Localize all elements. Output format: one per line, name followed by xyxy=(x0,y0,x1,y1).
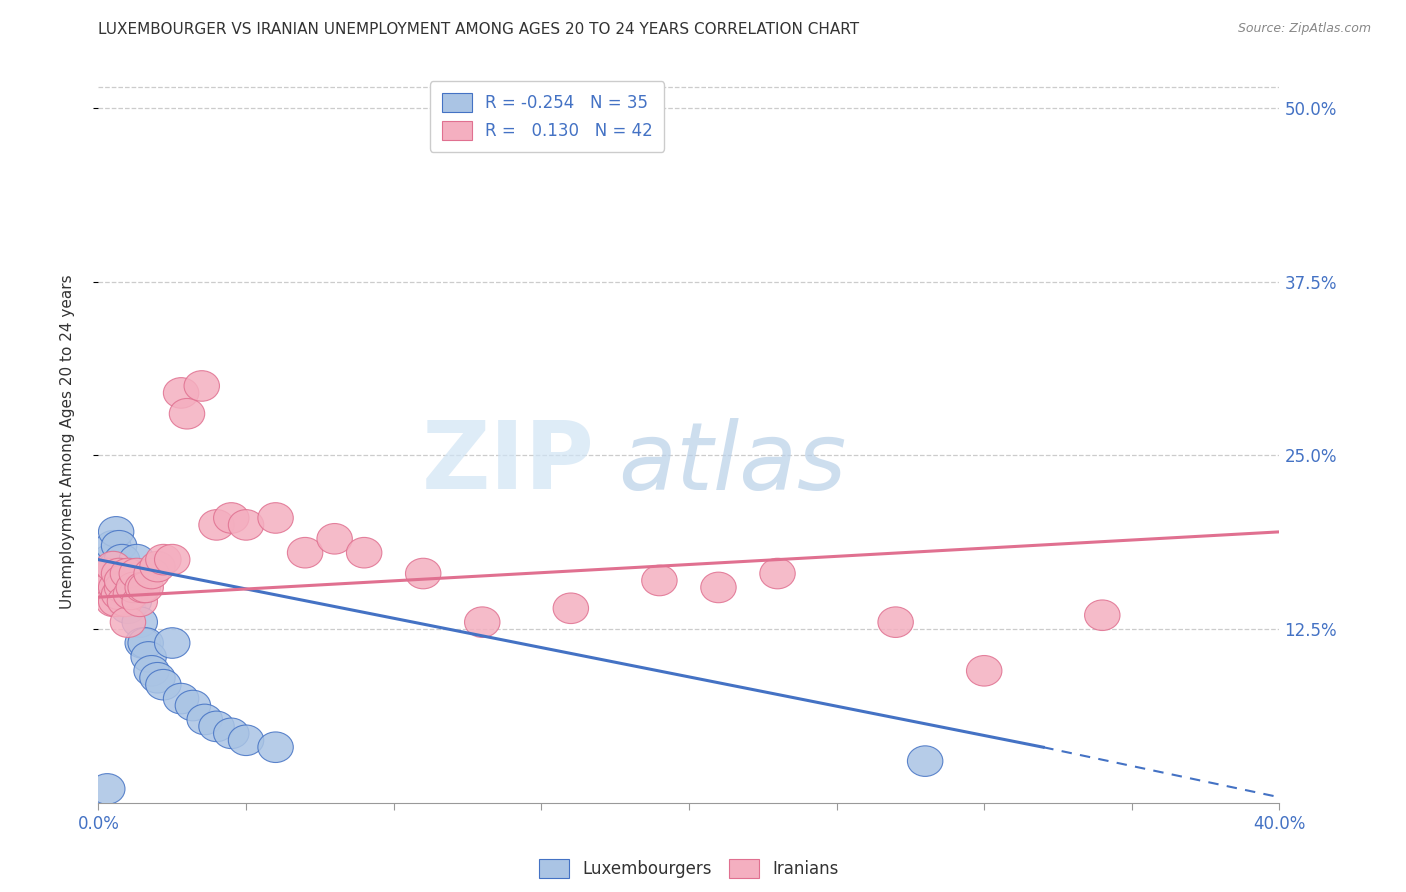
Ellipse shape xyxy=(110,593,146,624)
Ellipse shape xyxy=(187,704,222,735)
Ellipse shape xyxy=(104,566,139,596)
Ellipse shape xyxy=(107,586,143,616)
Ellipse shape xyxy=(641,566,678,596)
Ellipse shape xyxy=(139,551,176,582)
Ellipse shape xyxy=(96,531,131,561)
Ellipse shape xyxy=(228,725,264,756)
Ellipse shape xyxy=(96,586,131,616)
Ellipse shape xyxy=(125,572,160,603)
Ellipse shape xyxy=(134,558,169,589)
Ellipse shape xyxy=(114,579,149,609)
Ellipse shape xyxy=(120,558,155,589)
Ellipse shape xyxy=(96,551,131,582)
Ellipse shape xyxy=(759,558,796,589)
Ellipse shape xyxy=(700,572,737,603)
Ellipse shape xyxy=(90,558,125,589)
Text: LUXEMBOURGER VS IRANIAN UNEMPLOYMENT AMONG AGES 20 TO 24 YEARS CORRELATION CHART: LUXEMBOURGER VS IRANIAN UNEMPLOYMENT AMO… xyxy=(98,22,859,37)
Ellipse shape xyxy=(110,558,146,589)
Ellipse shape xyxy=(163,683,198,714)
Ellipse shape xyxy=(155,628,190,658)
Ellipse shape xyxy=(257,732,294,763)
Ellipse shape xyxy=(120,544,155,575)
Ellipse shape xyxy=(114,558,149,589)
Ellipse shape xyxy=(214,503,249,533)
Ellipse shape xyxy=(287,537,323,568)
Ellipse shape xyxy=(98,516,134,547)
Ellipse shape xyxy=(131,641,166,673)
Ellipse shape xyxy=(104,572,139,603)
Ellipse shape xyxy=(128,572,163,603)
Ellipse shape xyxy=(98,551,134,582)
Ellipse shape xyxy=(125,628,160,658)
Ellipse shape xyxy=(316,524,353,554)
Ellipse shape xyxy=(107,566,143,596)
Ellipse shape xyxy=(128,628,163,658)
Ellipse shape xyxy=(134,656,169,686)
Text: Source: ZipAtlas.com: Source: ZipAtlas.com xyxy=(1237,22,1371,36)
Ellipse shape xyxy=(107,586,143,616)
Ellipse shape xyxy=(122,607,157,638)
Ellipse shape xyxy=(1084,600,1121,631)
Ellipse shape xyxy=(346,537,382,568)
Ellipse shape xyxy=(155,544,190,575)
Ellipse shape xyxy=(90,566,125,596)
Ellipse shape xyxy=(169,399,205,429)
Ellipse shape xyxy=(176,690,211,721)
Ellipse shape xyxy=(198,711,235,741)
Ellipse shape xyxy=(257,503,294,533)
Ellipse shape xyxy=(98,586,134,616)
Ellipse shape xyxy=(96,566,131,596)
Ellipse shape xyxy=(98,572,134,603)
Legend: Luxembourgers, Iranians: Luxembourgers, Iranians xyxy=(529,849,849,888)
Ellipse shape xyxy=(464,607,501,638)
Text: ZIP: ZIP xyxy=(422,417,595,509)
Ellipse shape xyxy=(146,544,181,575)
Ellipse shape xyxy=(101,558,136,589)
Ellipse shape xyxy=(93,544,128,575)
Ellipse shape xyxy=(110,572,146,603)
Ellipse shape xyxy=(117,586,152,616)
Ellipse shape xyxy=(104,544,139,575)
Ellipse shape xyxy=(101,531,136,561)
Ellipse shape xyxy=(877,607,914,638)
Ellipse shape xyxy=(163,377,198,409)
Text: atlas: atlas xyxy=(619,417,846,508)
Ellipse shape xyxy=(90,773,125,805)
Ellipse shape xyxy=(93,572,128,603)
Ellipse shape xyxy=(405,558,441,589)
Ellipse shape xyxy=(907,746,943,776)
Ellipse shape xyxy=(101,558,136,589)
Ellipse shape xyxy=(101,579,136,609)
Ellipse shape xyxy=(228,509,264,541)
Ellipse shape xyxy=(966,656,1002,686)
Ellipse shape xyxy=(214,718,249,748)
Ellipse shape xyxy=(146,669,181,700)
Ellipse shape xyxy=(117,572,152,603)
Ellipse shape xyxy=(139,663,176,693)
Ellipse shape xyxy=(104,572,139,603)
Ellipse shape xyxy=(110,607,146,638)
Ellipse shape xyxy=(184,371,219,401)
Ellipse shape xyxy=(114,572,149,603)
Ellipse shape xyxy=(198,509,235,541)
Ellipse shape xyxy=(122,586,157,616)
Y-axis label: Unemployment Among Ages 20 to 24 years: Unemployment Among Ages 20 to 24 years xyxy=(60,274,75,609)
Ellipse shape xyxy=(553,593,589,624)
